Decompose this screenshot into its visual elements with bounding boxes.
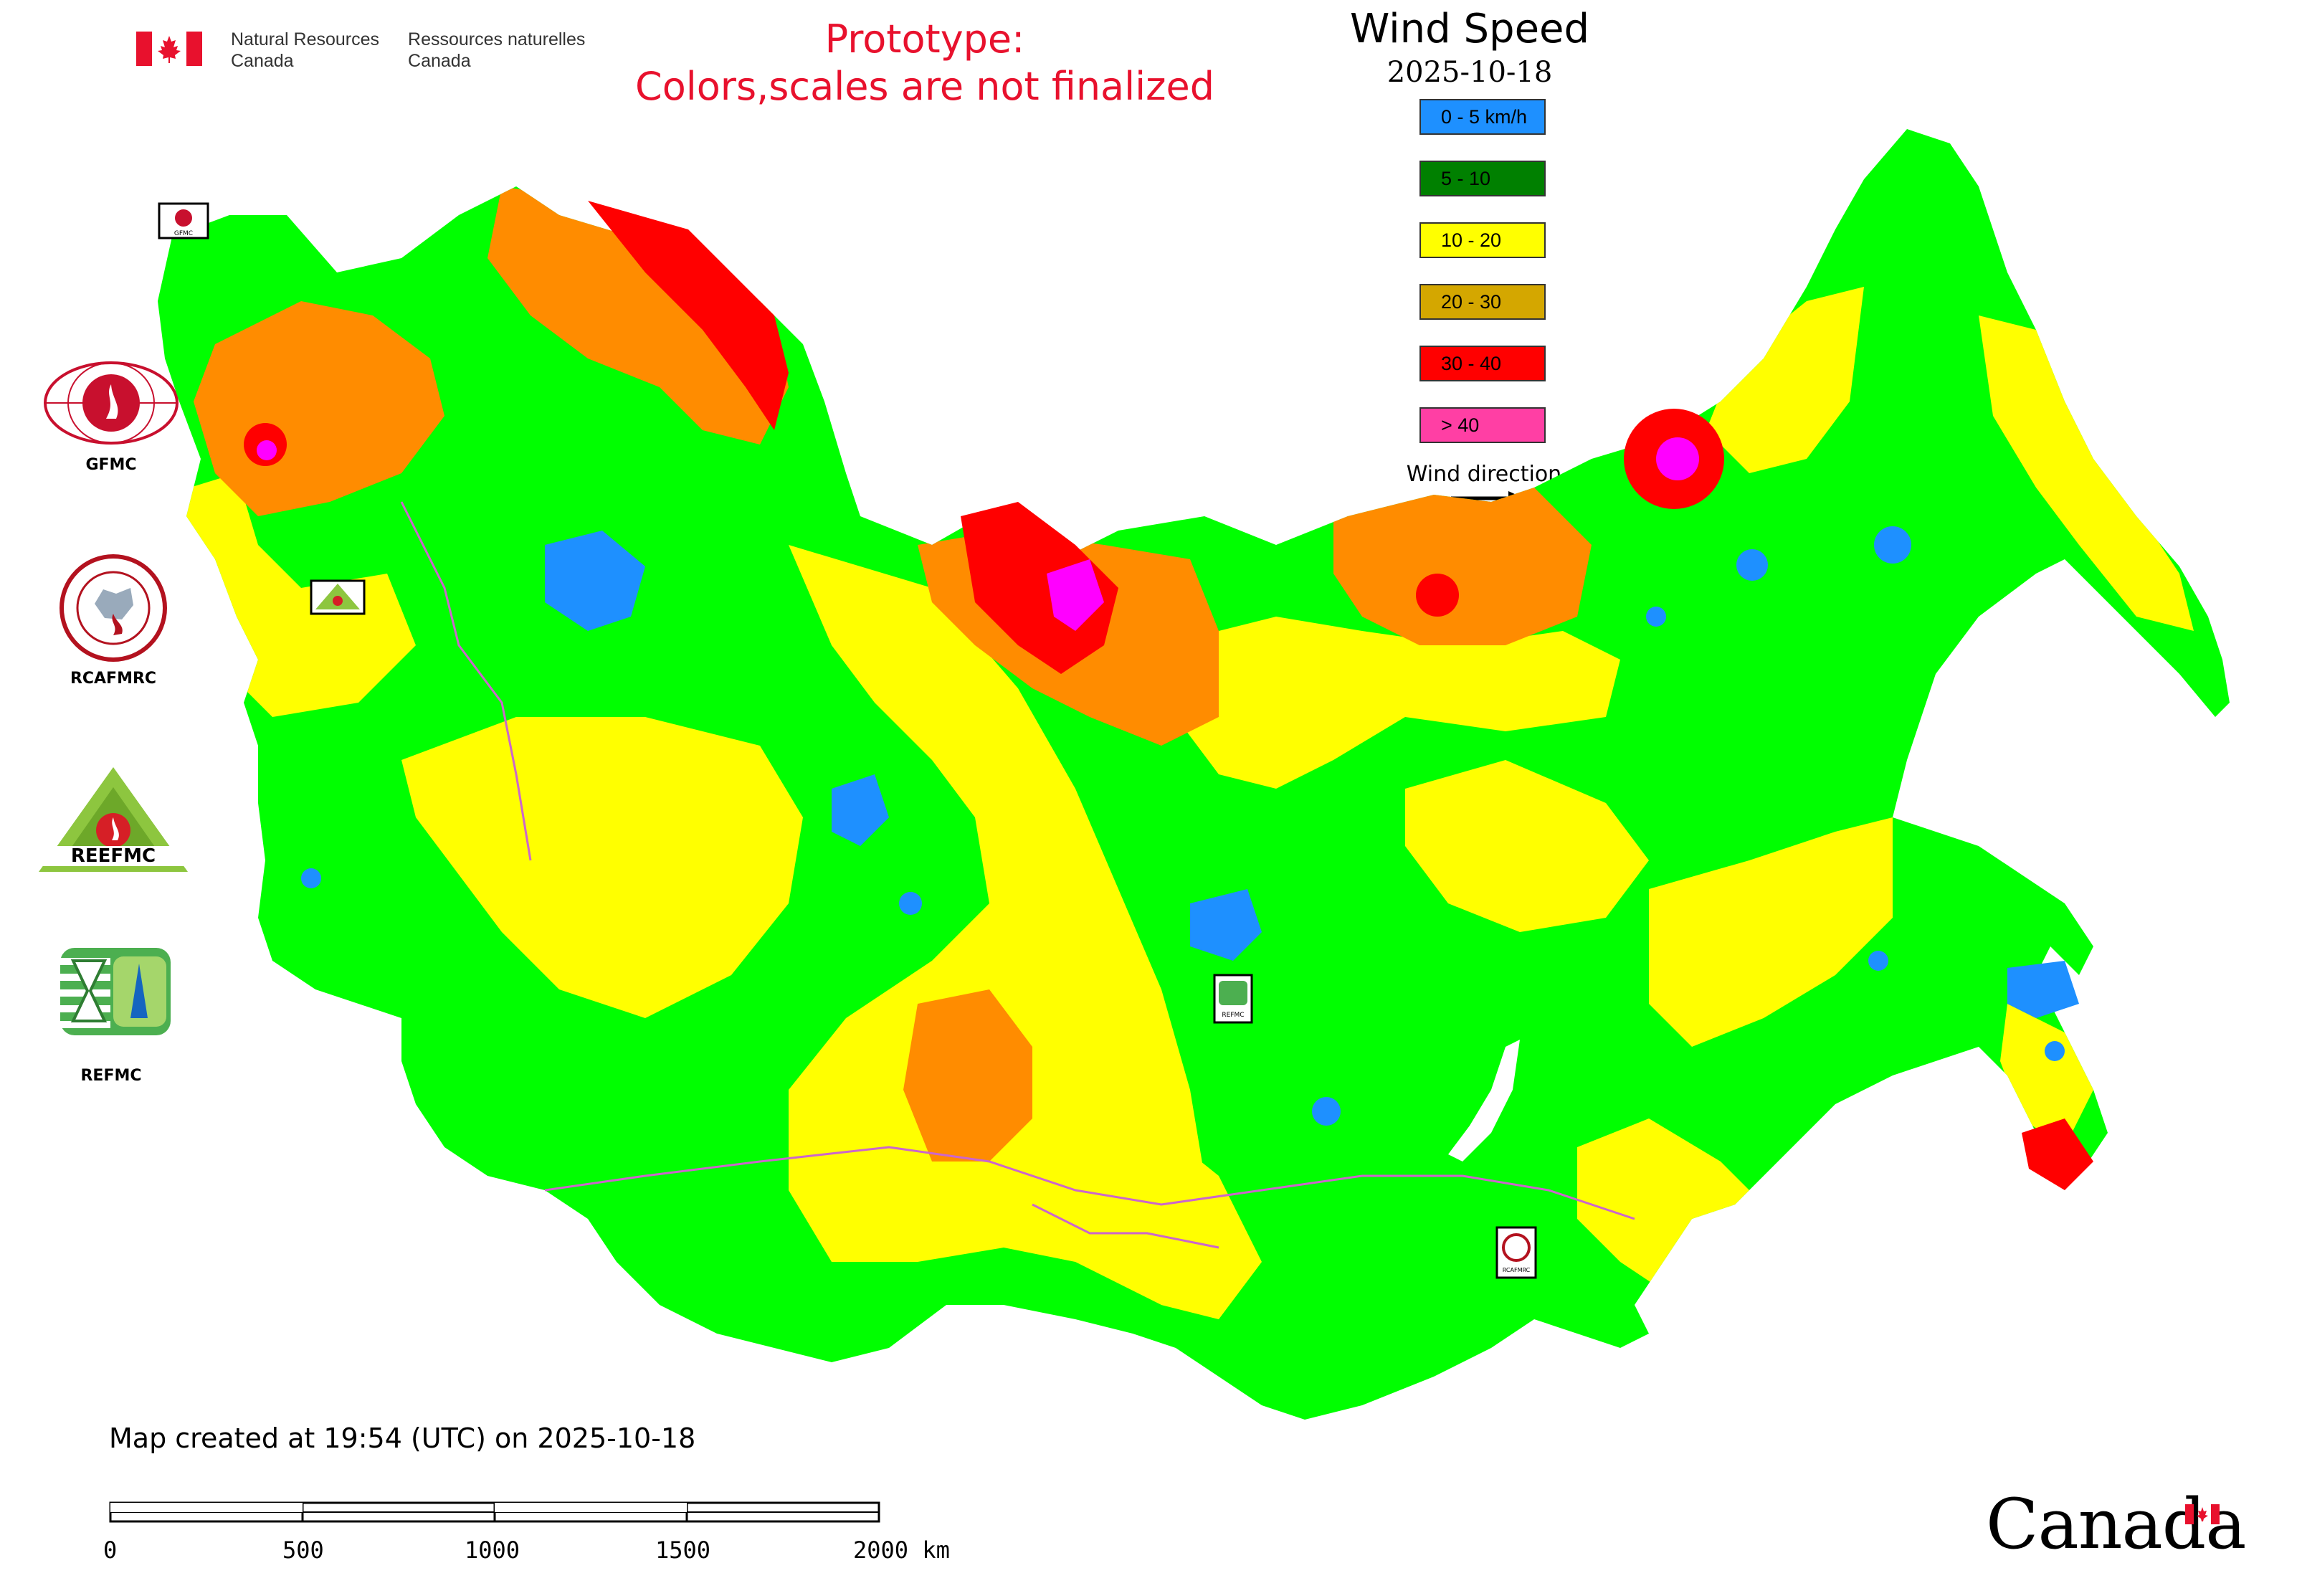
legend-date: 2025-10-18 — [1387, 56, 1553, 89]
country-borders — [400, 501, 1635, 1249]
rcafmrc-logo-label: RCAFMRC — [70, 670, 157, 688]
hotspot-red-east-siberian — [1624, 409, 1724, 509]
svg-text:RCAFMRC: RCAFMRC — [1503, 1267, 1531, 1273]
scale-tick-500: 500 — [282, 1536, 324, 1564]
hotspot-magenta-norway — [257, 440, 277, 460]
hotspot-red-primorye — [2022, 1118, 2093, 1190]
scale-tick-0: 0 — [103, 1536, 118, 1564]
canada-wordmark-flag-icon — [2185, 1504, 2220, 1524]
zone-orange-kola — [487, 186, 789, 445]
rcafmrc-marker-icon: RCAFMRC — [1495, 1226, 1537, 1279]
prototype-line1: Prototype: — [824, 16, 1025, 62]
wind-direction-label: Wind direction — [1406, 462, 1562, 487]
prototype-line2: Colors,scales are not finalized — [635, 64, 1214, 109]
zone-yellow-east — [1649, 817, 1893, 1047]
rcafmrc-logo-icon — [60, 554, 167, 662]
legend-item-light: 5 - 10 — [1419, 161, 1546, 196]
land-base — [158, 129, 2230, 1420]
calm-spot — [899, 892, 922, 915]
zone-yellow-central-west — [401, 717, 803, 1018]
wind-direction-arrow-icon — [1451, 491, 1524, 505]
canada-wordmark: Canada — [1986, 1484, 2246, 1564]
prototype-notice: Prototype: Colors,scales are not finaliz… — [631, 16, 1219, 110]
calm-spot — [301, 868, 321, 888]
nrcan-signature: Natural Resources Canada Ressources natu… — [136, 29, 609, 79]
legend-item-fresh: 20 - 30 — [1419, 284, 1546, 320]
agency-fr-line1: Ressources naturelles — [408, 29, 586, 49]
calm-spot — [1868, 951, 1888, 971]
agency-name-en: Natural Resources Canada — [231, 29, 379, 72]
agency-fr-line2: Canada — [408, 51, 471, 71]
calm-spot — [1736, 549, 1768, 581]
calm-spot — [1312, 1097, 1341, 1126]
refmc-logo-icon — [60, 948, 171, 1035]
calm-spot — [2045, 1041, 2065, 1061]
refmc-marker-icon: REFMC — [1213, 974, 1253, 1024]
zone-yellow-south — [1075, 1118, 1262, 1319]
canada-flag-icon — [136, 32, 202, 66]
calm-zone-finland — [545, 531, 645, 631]
scale-bar — [109, 1501, 880, 1523]
zone-yellow-sakhalin — [2000, 1004, 2093, 1147]
legend-item-strong: 30 - 40 — [1419, 346, 1546, 381]
hotspot-red-kola-coast — [588, 201, 789, 430]
hotspot-red-siberia — [1416, 574, 1459, 617]
zone-orange-taymyr — [1333, 488, 1592, 645]
legend-item-gale: > 40 — [1419, 407, 1546, 443]
agency-en-line1: Natural Resources — [231, 29, 380, 49]
svg-text:REFMC: REFMC — [1222, 1012, 1244, 1019]
gfmc-marker-icon: GFMC — [158, 202, 209, 239]
zone-yellow-lena — [1405, 760, 1649, 932]
refmc-logo-label: REFMC — [80, 1067, 142, 1085]
gfmc-logo-label: GFMC — [85, 456, 137, 474]
calm-spot — [1646, 607, 1666, 627]
zone-yellow-siberia — [1161, 617, 1620, 789]
zone-orange-yamal — [918, 531, 1219, 746]
hotspot-red-novaya-zemlya — [961, 502, 1118, 674]
reefmc-logo-icon: REEFMC — [39, 767, 188, 872]
zone-yellow-kamchatka — [1979, 315, 2194, 631]
agency-en-line2: Canada — [231, 51, 294, 71]
scale-tick-2000: 2000 km — [853, 1536, 950, 1564]
calm-spot — [1874, 526, 1911, 564]
hotspot-magenta-novaya-zemlya — [1047, 559, 1104, 631]
hotspot-magenta-east-siberian — [1656, 437, 1699, 480]
calm-zone-amur — [2007, 961, 2079, 1018]
zone-orange-scandinavia — [194, 301, 444, 516]
agency-name-fr: Ressources naturelles Canada — [408, 29, 585, 72]
lake-baikal — [1448, 1040, 1520, 1162]
calm-zone-volga — [832, 774, 889, 846]
scale-tick-1500: 1500 — [655, 1536, 711, 1564]
legend-title: Wind Speed — [1349, 6, 1590, 52]
zone-orange-kazakh — [903, 989, 1032, 1162]
gfmc-logo-icon — [44, 361, 179, 445]
legend-item-moderate: 10 - 20 — [1419, 222, 1546, 258]
hotspot-red-norway — [244, 423, 287, 466]
calm-zone-baikal-north — [1190, 889, 1262, 961]
legend-item-calm: 0 - 5 km/h — [1419, 99, 1546, 135]
zone-yellow-chukotka — [1706, 287, 1864, 473]
reefmc-marker-icon — [310, 579, 366, 615]
zone-yellow-central — [789, 545, 1247, 1319]
svg-text:GFMC: GFMC — [174, 230, 193, 237]
svg-text:REEFMC: REEFMC — [71, 845, 156, 867]
map-created-text: Map created at 19:54 (UTC) on 2025-10-18 — [109, 1422, 696, 1454]
scale-tick-1000: 1000 — [465, 1536, 520, 1564]
zone-yellow-amur — [1577, 1118, 1778, 1291]
